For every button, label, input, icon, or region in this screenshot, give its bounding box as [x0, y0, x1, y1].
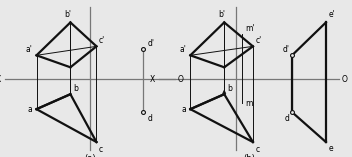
Text: a': a': [180, 45, 187, 54]
Text: d': d': [282, 45, 289, 54]
Text: c: c: [99, 145, 103, 154]
Text: a: a: [28, 105, 33, 114]
Text: e: e: [328, 143, 333, 153]
Text: m': m': [245, 24, 254, 33]
Text: X: X: [0, 75, 1, 84]
Text: a': a': [26, 45, 33, 54]
Text: d: d: [147, 114, 152, 123]
Text: O: O: [177, 75, 183, 84]
Text: a: a: [182, 105, 187, 114]
Text: (a): (a): [84, 154, 96, 157]
Text: e': e': [328, 10, 335, 19]
Text: d: d: [284, 114, 289, 123]
Text: b': b': [64, 10, 71, 19]
Text: b': b': [218, 10, 225, 19]
Text: d': d': [147, 39, 154, 48]
Text: b: b: [73, 84, 78, 93]
Text: X: X: [150, 75, 155, 84]
Text: (b): (b): [243, 154, 255, 157]
Text: c: c: [256, 145, 260, 154]
Text: c': c': [256, 36, 262, 45]
Text: O: O: [341, 75, 347, 84]
Text: b: b: [227, 84, 232, 93]
Text: m: m: [245, 99, 252, 108]
Text: c': c': [99, 36, 105, 45]
